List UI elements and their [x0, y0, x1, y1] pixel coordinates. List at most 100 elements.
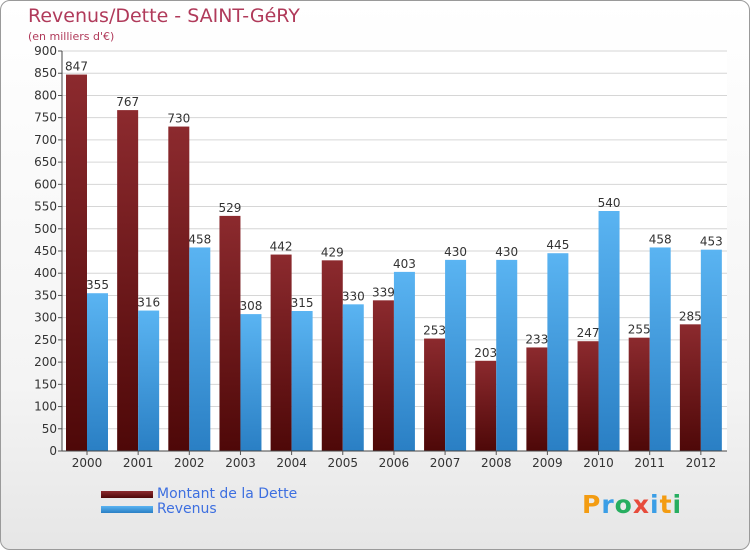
x-tick-label: 2001	[123, 456, 154, 470]
bar-debt	[628, 337, 650, 451]
bar-revenus	[87, 293, 108, 451]
data-label-revenus: 540	[598, 196, 621, 210]
data-label-debt: 529	[219, 201, 242, 215]
data-label-debt: 247	[577, 326, 600, 340]
logo-letter: i	[650, 490, 660, 519]
x-tick-label: 2012	[686, 456, 717, 470]
x-tick-label: 2002	[174, 456, 205, 470]
bar-debt	[526, 347, 548, 451]
bar-revenus	[649, 247, 671, 451]
bar-revenus	[189, 247, 211, 451]
data-label-debt: 429	[321, 245, 344, 259]
y-tick-label: 200	[34, 355, 57, 369]
logo-letter: r	[601, 490, 615, 519]
y-tick-label: 250	[34, 333, 57, 347]
x-tick-label: 2011	[634, 456, 665, 470]
y-tick-label: 450	[34, 244, 57, 258]
bar-debt	[372, 300, 394, 451]
x-tick-label: 2009	[532, 456, 563, 470]
y-tick-label: 500	[34, 222, 57, 236]
data-label-revenus: 430	[495, 245, 518, 259]
data-label-revenus: 453	[700, 235, 723, 249]
data-label-revenus: 458	[188, 232, 211, 246]
bar-revenus	[138, 310, 160, 451]
y-tick-label: 850	[34, 66, 57, 80]
data-label-revenus: 355	[86, 278, 109, 292]
bar-debt	[66, 74, 87, 452]
data-label-debt: 285	[679, 309, 702, 323]
bar-revenus	[393, 271, 415, 451]
x-tick-label: 2003	[225, 456, 256, 470]
data-label-revenus: 430	[444, 245, 467, 259]
data-label-revenus: 458	[649, 232, 672, 246]
x-tick-label: 2000	[72, 456, 103, 470]
data-label-debt: 730	[167, 112, 190, 126]
y-tick-label: 600	[34, 177, 57, 191]
x-tick-label: 2005	[327, 456, 358, 470]
y-tick-label: 300	[34, 311, 57, 325]
bar-debt	[424, 338, 446, 451]
bar-revenus	[496, 259, 518, 451]
proxiti-logo: Proxiti	[582, 490, 682, 519]
bar-debt	[321, 260, 343, 451]
y-tick-label: 800	[34, 88, 57, 102]
bar-debt	[475, 360, 497, 451]
logo-letter: i	[672, 490, 683, 519]
bar-revenus	[445, 259, 467, 451]
data-label-debt: 233	[525, 332, 548, 346]
data-label-revenus: 308	[240, 299, 263, 313]
chart-subtitle: (en milliers d'€)	[28, 30, 115, 43]
legend-label-revenus: Revenus	[157, 501, 217, 517]
x-tick-label: 2007	[430, 456, 461, 470]
x-tick-label: 2006	[379, 456, 410, 470]
bar-revenus	[547, 253, 569, 451]
y-tick-label: 400	[34, 266, 57, 280]
legend-swatch-debt	[101, 491, 153, 498]
y-tick-label: 0	[49, 444, 57, 458]
data-label-debt: 339	[372, 285, 395, 299]
data-label-debt: 203	[474, 346, 497, 360]
logo-letter: o	[614, 490, 633, 519]
bar-debt	[270, 254, 292, 451]
bar-revenus	[342, 304, 364, 451]
y-tick-label: 350	[34, 288, 57, 302]
bar-debt	[219, 215, 241, 451]
y-tick-label: 700	[34, 133, 57, 147]
y-tick-label: 750	[34, 111, 57, 125]
data-label-debt: 442	[270, 240, 293, 254]
y-tick-label: 100	[34, 400, 57, 414]
x-tick-label: 2010	[583, 456, 614, 470]
data-label-debt: 767	[116, 95, 139, 109]
data-label-revenus: 445	[546, 238, 569, 252]
logo-letter: P	[582, 490, 602, 519]
data-label-revenus: 315	[291, 296, 314, 310]
bar-debt	[168, 126, 190, 452]
legend-label-debt: Montant de la Dette	[157, 486, 298, 502]
y-tick-label: 550	[34, 200, 57, 214]
data-label-revenus: 330	[342, 289, 365, 303]
data-label-debt: 255	[628, 323, 651, 337]
logo-letter: x	[632, 490, 650, 519]
legend-swatch-revenus	[101, 506, 153, 513]
y-tick-label: 50	[42, 422, 57, 436]
bar-debt	[577, 341, 599, 451]
x-tick-label: 2008	[481, 456, 512, 470]
logo-letter: t	[659, 490, 673, 519]
data-label-debt: 253	[423, 324, 446, 338]
y-tick-label: 900	[34, 44, 57, 58]
data-label-revenus: 403	[393, 257, 416, 271]
y-tick-label: 650	[34, 155, 57, 169]
chart-title: Revenus/Dette - SAINT-GéRY	[28, 5, 300, 27]
bar-revenus	[240, 314, 262, 451]
bar-debt	[679, 324, 701, 451]
data-label-revenus: 316	[137, 296, 160, 310]
bar-revenus	[291, 311, 313, 451]
bar-revenus	[700, 249, 722, 451]
data-label-debt: 847	[65, 60, 88, 74]
x-tick-label: 2004	[276, 456, 307, 470]
bar-debt	[117, 110, 139, 451]
bar-revenus	[598, 211, 620, 451]
y-tick-label: 150	[34, 377, 57, 391]
